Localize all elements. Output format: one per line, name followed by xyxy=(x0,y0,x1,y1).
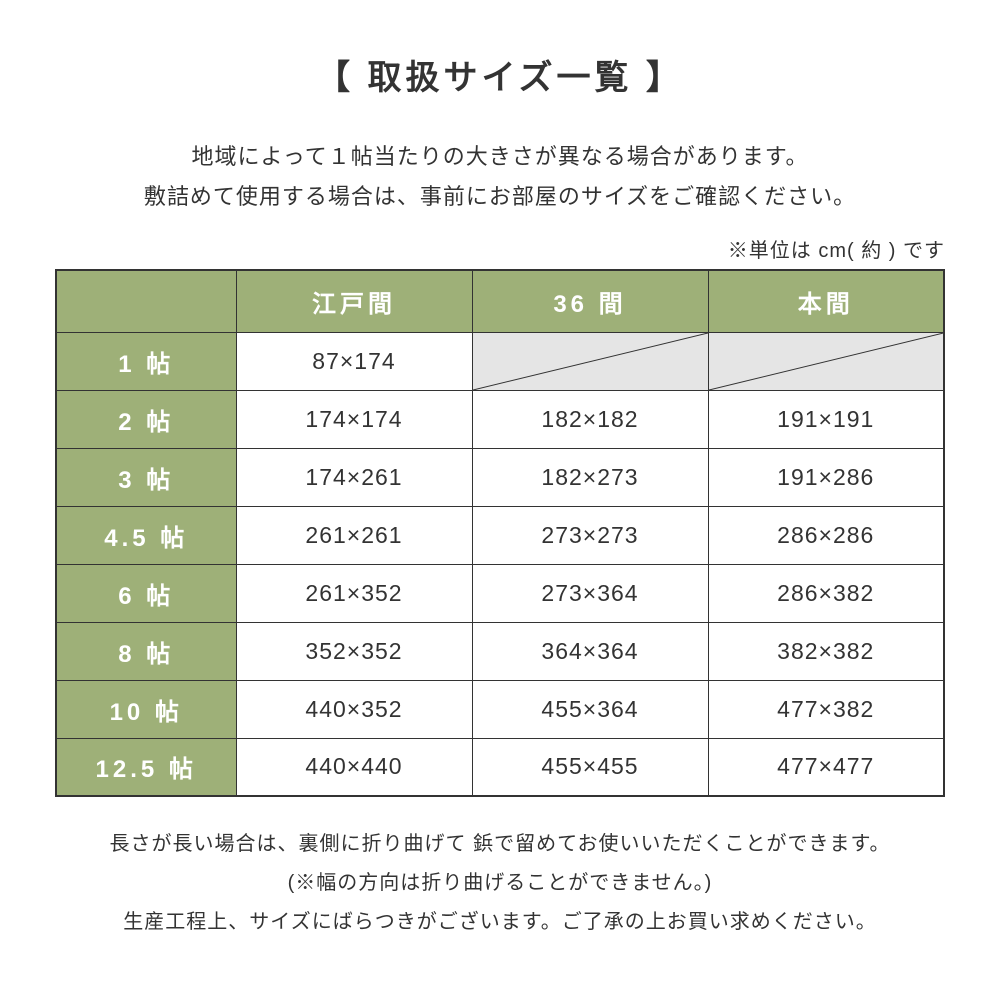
intro-line-2: 敷詰めて使用する場合は、事前にお部屋のサイズをご確認ください。 xyxy=(144,184,856,209)
column-header: 36 間 xyxy=(472,270,708,332)
cell-value: 191×191 xyxy=(708,390,944,448)
cell-value: 286×382 xyxy=(708,564,944,622)
cell-value: 182×273 xyxy=(472,448,708,506)
table-row: 10 帖440×352455×364477×382 xyxy=(56,680,944,738)
cell-value: 273×273 xyxy=(472,506,708,564)
table-body: 1 帖87×1742 帖174×174182×182191×1913 帖174×… xyxy=(56,332,944,796)
row-header: 12.5 帖 xyxy=(56,738,236,796)
diagonal-slash-icon xyxy=(709,333,944,390)
footer-line-1: 長さが長い場合は、裏側に折り曲げて 鋲で留めてお使いいただくことができます。 xyxy=(55,825,945,864)
cell-value: 261×261 xyxy=(236,506,472,564)
cell-value: 440×352 xyxy=(236,680,472,738)
table-header-row: 江戸間36 間本間 xyxy=(56,270,944,332)
intro-text: 地域によって１帖当たりの大きさが異なる場合があります。 敷詰めて使用する場合は、… xyxy=(55,137,945,216)
row-header: 2 帖 xyxy=(56,390,236,448)
footer-notes: 長さが長い場合は、裏側に折り曲げて 鋲で留めてお使いいただくことができます。 (… xyxy=(55,825,945,942)
footer-line-2: (※幅の方向は折り曲げることができません。) xyxy=(55,864,945,903)
cell-value: 364×364 xyxy=(472,622,708,680)
table-row: 6 帖261×352273×364286×382 xyxy=(56,564,944,622)
cell-value: 352×352 xyxy=(236,622,472,680)
cell-value: 182×182 xyxy=(472,390,708,448)
row-header: 4.5 帖 xyxy=(56,506,236,564)
cell-value: 477×382 xyxy=(708,680,944,738)
cell-value: 455×364 xyxy=(472,680,708,738)
cell-value: 286×286 xyxy=(708,506,944,564)
cell-value: 440×440 xyxy=(236,738,472,796)
size-table: 江戸間36 間本間 1 帖87×1742 帖174×174182×182191×… xyxy=(55,269,945,797)
cell-na xyxy=(472,332,708,390)
page-title: 【 取扱サイズ一覧 】 xyxy=(55,50,945,99)
row-header: 10 帖 xyxy=(56,680,236,738)
cell-value: 273×364 xyxy=(472,564,708,622)
footer-line-3: 生産工程上、サイズにばらつきがございます。ご了承の上お買い求めください。 xyxy=(55,903,945,942)
cell-na xyxy=(708,332,944,390)
table-row: 4.5 帖261×261273×273286×286 xyxy=(56,506,944,564)
table-row: 12.5 帖440×440455×455477×477 xyxy=(56,738,944,796)
diagonal-slash-icon xyxy=(473,333,708,390)
table-header: 江戸間36 間本間 xyxy=(56,270,944,332)
row-header: 6 帖 xyxy=(56,564,236,622)
cell-value: 455×455 xyxy=(472,738,708,796)
cell-value: 87×174 xyxy=(236,332,472,390)
row-header: 8 帖 xyxy=(56,622,236,680)
row-header: 3 帖 xyxy=(56,448,236,506)
intro-line-1: 地域によって１帖当たりの大きさが異なる場合があります。 xyxy=(191,144,808,169)
table-row: 2 帖174×174182×182191×191 xyxy=(56,390,944,448)
table-row: 3 帖174×261182×273191×286 xyxy=(56,448,944,506)
table-row: 1 帖87×174 xyxy=(56,332,944,390)
column-header: 本間 xyxy=(708,270,944,332)
table-row: 8 帖352×352364×364382×382 xyxy=(56,622,944,680)
column-header: 江戸間 xyxy=(236,270,472,332)
row-header: 1 帖 xyxy=(56,332,236,390)
cell-value: 261×352 xyxy=(236,564,472,622)
cell-value: 382×382 xyxy=(708,622,944,680)
cell-value: 191×286 xyxy=(708,448,944,506)
column-header-corner xyxy=(56,270,236,332)
cell-value: 174×261 xyxy=(236,448,472,506)
cell-value: 477×477 xyxy=(708,738,944,796)
cell-value: 174×174 xyxy=(236,390,472,448)
unit-note: ※単位は cm( 約 ) です xyxy=(55,234,945,263)
